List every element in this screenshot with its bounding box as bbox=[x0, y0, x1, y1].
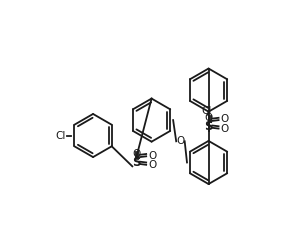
Text: O: O bbox=[148, 151, 157, 161]
Text: O: O bbox=[176, 136, 184, 146]
Text: O: O bbox=[204, 113, 213, 123]
Text: Cl: Cl bbox=[55, 131, 65, 140]
Text: S: S bbox=[132, 156, 140, 169]
Text: O: O bbox=[221, 114, 229, 124]
Text: O: O bbox=[148, 160, 157, 170]
Text: S: S bbox=[204, 120, 213, 133]
Text: O: O bbox=[221, 124, 229, 134]
Text: Cl: Cl bbox=[202, 106, 212, 116]
Text: O: O bbox=[132, 149, 140, 159]
